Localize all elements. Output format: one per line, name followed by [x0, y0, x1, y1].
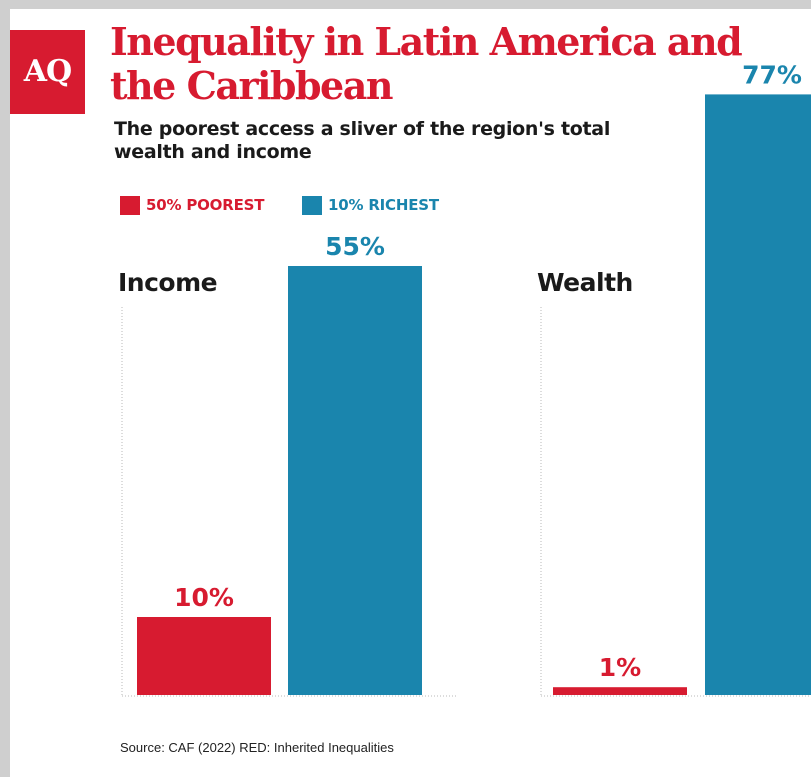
income-bar-richest	[288, 266, 422, 695]
income-bar-poorest	[137, 617, 271, 695]
legend-swatch-richest	[302, 195, 322, 215]
source-note: Source: CAF (2022) RED: Inherited Inequa…	[120, 740, 394, 755]
wealth-value-label-poorest: 1%	[599, 653, 641, 682]
wealth-value-label-richest: 77%	[742, 60, 802, 89]
income-value-label-richest: 55%	[325, 232, 385, 261]
income-panel-title: Income	[118, 268, 217, 297]
aq-logo: AQ	[10, 30, 85, 114]
chart-subtitle: The poorest access a sliver of the regio…	[114, 118, 611, 163]
legend-item-richest: 10% RICHEST	[302, 195, 439, 215]
legend-swatch-poorest	[120, 195, 140, 215]
legend-item-poorest: 50% POOREST	[120, 195, 264, 215]
chart-title: Inequality in Latin America and the Cari…	[110, 19, 743, 108]
wealth-bar-richest	[705, 94, 811, 695]
infographic-card: AQ Inequality in Latin America and the C…	[10, 9, 811, 777]
wealth-bar-poorest	[553, 687, 687, 695]
bar-charts: Income 10% 55% Wealth 1% 77%	[118, 60, 811, 697]
legend-label-richest: 10% RICHEST	[328, 196, 439, 214]
wealth-panel-title: Wealth	[537, 268, 633, 297]
income-value-label-poorest: 10%	[174, 583, 234, 612]
legend-label-poorest: 50% POOREST	[146, 196, 265, 214]
